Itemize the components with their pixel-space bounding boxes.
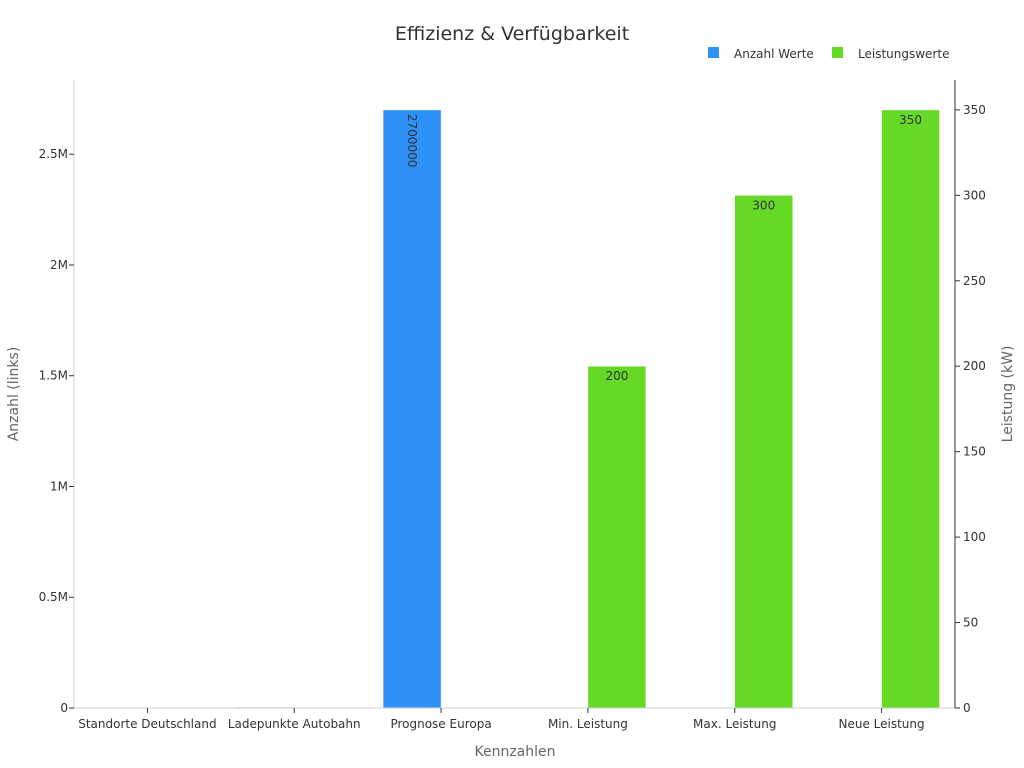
x-tick-label-2: Prognose Europa [390,717,491,731]
y-left-ticks: 0 0.5M 1M 1.5M 2M 2.5M [39,147,74,715]
data-label-leistung-5: 350 [899,113,922,127]
y-right-tick-label-1: 50 [963,616,978,630]
y-right-tick-label-4: 200 [963,359,986,373]
legend-swatch-anzahl [708,47,719,58]
y-right-tick-label-6: 300 [963,188,986,202]
data-label-leistung-3: 200 [605,369,628,383]
bars-layer [89,109,940,709]
y-left-tick-label-3: 1.5M [39,369,68,383]
bar-anzahl-2 [382,109,442,709]
bar-leistung-4 [734,195,793,709]
x-tick-label-1: Ladepunkte Autobahn [228,717,361,731]
y-left-tick-label-1: 0.5M [39,590,68,604]
x-tick-label-0: Standorte Deutschland [78,717,216,731]
y-right-tick-label-7: 350 [963,103,986,117]
x-axis-title: Kennzahlen [474,744,555,760]
bar-leistung-5 [881,109,940,709]
y-left-tick-label-0: 0 [60,701,68,715]
axes [73,80,956,709]
y-right-tick-label-3: 150 [963,445,986,459]
y-right-tick-label-5: 250 [963,274,986,288]
x-tick-label-3: Min. Leistung [548,717,628,731]
legend-label-anzahl: Anzahl Werte [734,47,814,61]
y-right-tick-label-2: 100 [963,530,986,544]
y-axis-left-title: Anzahl (links) [6,347,22,442]
data-labels-layer: 2700000 200 300 350 [405,113,922,383]
data-label-leistung-4: 300 [752,198,775,212]
y-left-tick-label-4: 2M [50,258,68,272]
legend: Anzahl Werte Leistungswerte [708,47,949,61]
y-left-tick-label-2: 1M [50,479,68,493]
chart-title: Effizienz & Verfügbarkeit [395,23,629,45]
y-right-tick-label-0: 0 [963,701,971,715]
y-left-tick-label-5: 2.5M [39,147,68,161]
y-axis-right-title: Leistung (kW) [1000,346,1016,443]
x-ticks: Standorte Deutschland Ladepunkte Autobahn… [78,708,925,731]
x-tick-label-4: Max. Leistung [693,717,776,731]
legend-label-leistung: Leistungswerte [858,47,949,61]
x-tick-label-5: Neue Leistung [839,717,925,731]
data-label-anzahl-2: 2700000 [405,114,419,167]
bar-leistung-3 [587,365,647,709]
y-right-ticks: 0 50 100 150 200 250 300 350 [955,103,986,715]
legend-swatch-leistung [832,47,843,58]
